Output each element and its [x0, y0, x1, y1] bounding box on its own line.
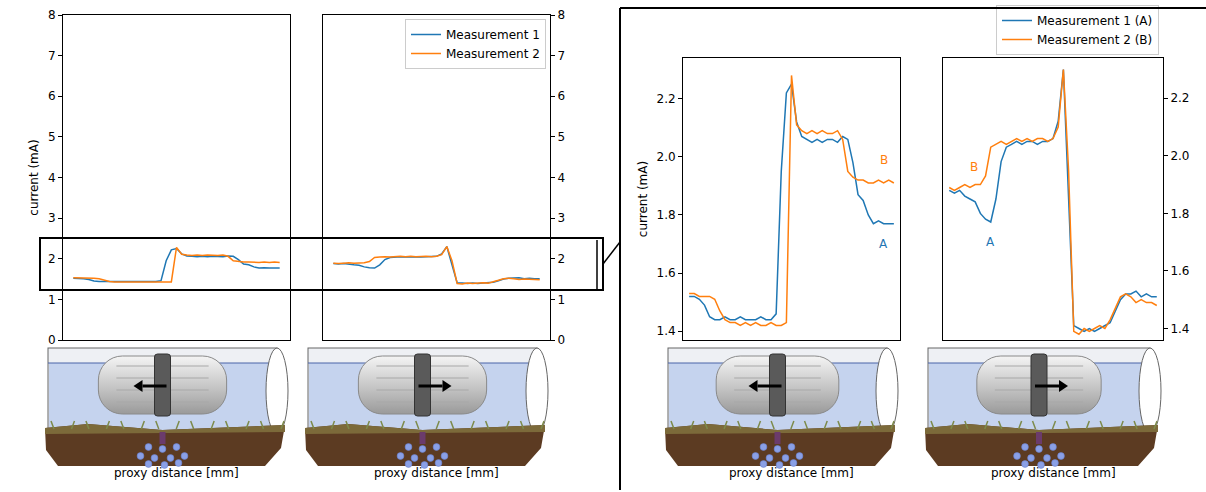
svg-text:proxy distance [mm]: proxy distance [mm]: [729, 466, 854, 480]
svg-text:2: 2: [557, 252, 565, 266]
svg-text:6: 6: [48, 89, 56, 103]
svg-text:B: B: [970, 160, 978, 174]
svg-text:0: 0: [48, 333, 56, 347]
svg-text:1.8: 1.8: [1170, 207, 1189, 221]
svg-text:2.2: 2.2: [1170, 91, 1189, 105]
svg-text:0: 0: [557, 333, 565, 347]
svg-text:5: 5: [48, 130, 56, 144]
svg-text:5: 5: [557, 130, 565, 144]
svg-text:B: B: [880, 153, 888, 167]
svg-text:3: 3: [48, 211, 56, 225]
svg-text:1.6: 1.6: [657, 266, 676, 280]
svg-text:Measurement 2: Measurement 2: [446, 47, 540, 61]
svg-text:6: 6: [557, 89, 565, 103]
svg-text:1.8: 1.8: [657, 208, 676, 222]
svg-text:4: 4: [557, 171, 565, 185]
svg-text:1.4: 1.4: [657, 324, 676, 338]
svg-text:1: 1: [48, 293, 56, 307]
svg-text:2.2: 2.2: [657, 92, 676, 106]
svg-text:1.6: 1.6: [1170, 264, 1189, 278]
svg-text:1.4: 1.4: [1170, 322, 1189, 336]
svg-text:2: 2: [48, 252, 56, 266]
svg-text:7: 7: [557, 49, 565, 63]
svg-text:8: 8: [557, 8, 565, 22]
svg-text:proxy distance [mm]: proxy distance [mm]: [991, 466, 1116, 480]
svg-text:4: 4: [48, 171, 56, 185]
svg-text:Measurement 1: Measurement 1: [446, 28, 540, 42]
svg-text:7: 7: [48, 49, 56, 63]
svg-text:2.0: 2.0: [657, 150, 676, 164]
svg-text:current (mA): current (mA): [636, 161, 650, 237]
svg-text:current (mA): current (mA): [27, 139, 41, 215]
svg-text:proxy distance [mm]: proxy distance [mm]: [374, 466, 499, 480]
svg-text:2.0: 2.0: [1170, 149, 1189, 163]
svg-text:proxy distance [mm]: proxy distance [mm]: [114, 466, 239, 480]
svg-text:1: 1: [557, 293, 565, 307]
svg-text:8: 8: [48, 8, 56, 22]
svg-text:Measurement 1 (A): Measurement 1 (A): [1037, 14, 1152, 28]
svg-text:Measurement 2 (B): Measurement 2 (B): [1037, 33, 1152, 47]
svg-text:A: A: [879, 237, 888, 251]
svg-text:A: A: [986, 235, 995, 249]
svg-text:3: 3: [557, 211, 565, 225]
